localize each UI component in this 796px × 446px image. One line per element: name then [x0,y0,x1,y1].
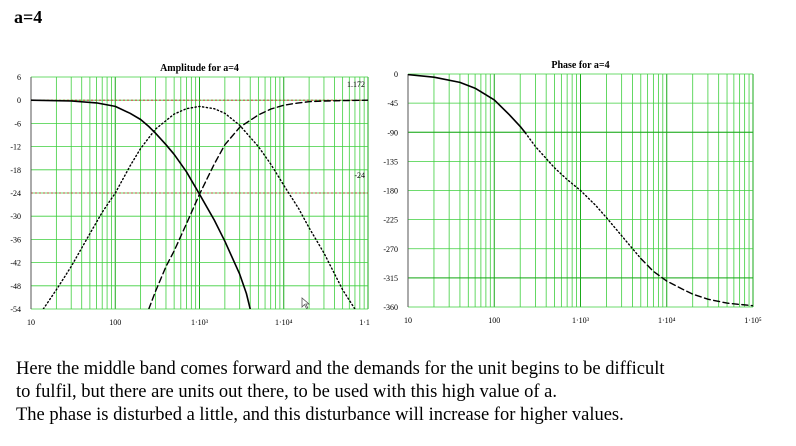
y-tick-label: -6 [14,119,21,128]
mouse-cursor-icon [301,297,311,310]
x-tick-label: 10 [404,316,412,325]
x-tick-label: 1·10⁵ [744,316,762,325]
x-tick-label: 1·10³ [191,318,209,327]
y-tick-label: -12 [10,143,21,152]
y-tick-label: -315 [383,274,398,283]
caption-line-1: Here the middle band comes forward and t… [16,359,665,379]
y-tick-label: -42 [10,259,21,268]
y-tick-label: -225 [383,216,398,225]
x-tick-label: 100 [109,318,121,327]
y-tick-label: 0 [17,96,21,105]
series-line-dotted [42,105,356,309]
y-tick-label: 6 [17,73,21,82]
series-line-dashed [640,257,753,307]
y-tick-label: -30 [10,212,21,221]
series-line-dotted [524,132,642,260]
page-heading: a=4 [14,7,43,27]
phase-chart: Phase for a=4 0 -45 -90 -135 -180 -225 -270 -315… [383,60,762,325]
series-line-solid [31,99,251,309]
series-line-solid [408,74,527,134]
amplitude-chart: Amplitude for a=4 6 0 -6 -12 -18 -24 -30 -36 -42 -… [10,63,370,327]
y-tick-label: -135 [383,157,398,166]
y-tick-label: -360 [383,303,398,312]
x-tick-label: 100 [488,316,500,325]
x-tick-label: 10 [27,318,35,327]
x-tick-label: 1·10⁴ [275,318,293,327]
y-tick-label: -54 [10,305,21,314]
x-tick-label: 1·10⁵ [359,318,370,327]
y-tick-label: -18 [10,166,21,175]
chart-title: Amplitude for a=4 [160,63,239,74]
annotation-label: 1.172 [347,80,365,89]
caption: Here the middle band comes forward and t… [16,358,786,427]
x-tick-label: 1·10³ [572,316,590,325]
chart-title: Phase for a=4 [551,60,609,71]
y-tick-label: -180 [383,187,398,196]
series-line-dashed [148,99,368,309]
annotation-label: -24 [354,171,365,180]
y-tick-label: -48 [10,282,21,291]
y-tick-label: -24 [10,189,21,198]
y-tick-label: 0 [394,70,398,79]
caption-line-2: to fulfil, but there are units out there… [16,382,557,402]
x-tick-label: 1·10⁴ [658,316,676,325]
caption-line-3: The phase is disturbed a little, and thi… [16,405,624,425]
y-tick-label: -90 [387,128,398,137]
y-tick-label: -36 [10,235,21,244]
y-tick-label: -270 [383,245,398,254]
y-tick-label: -45 [387,99,398,108]
